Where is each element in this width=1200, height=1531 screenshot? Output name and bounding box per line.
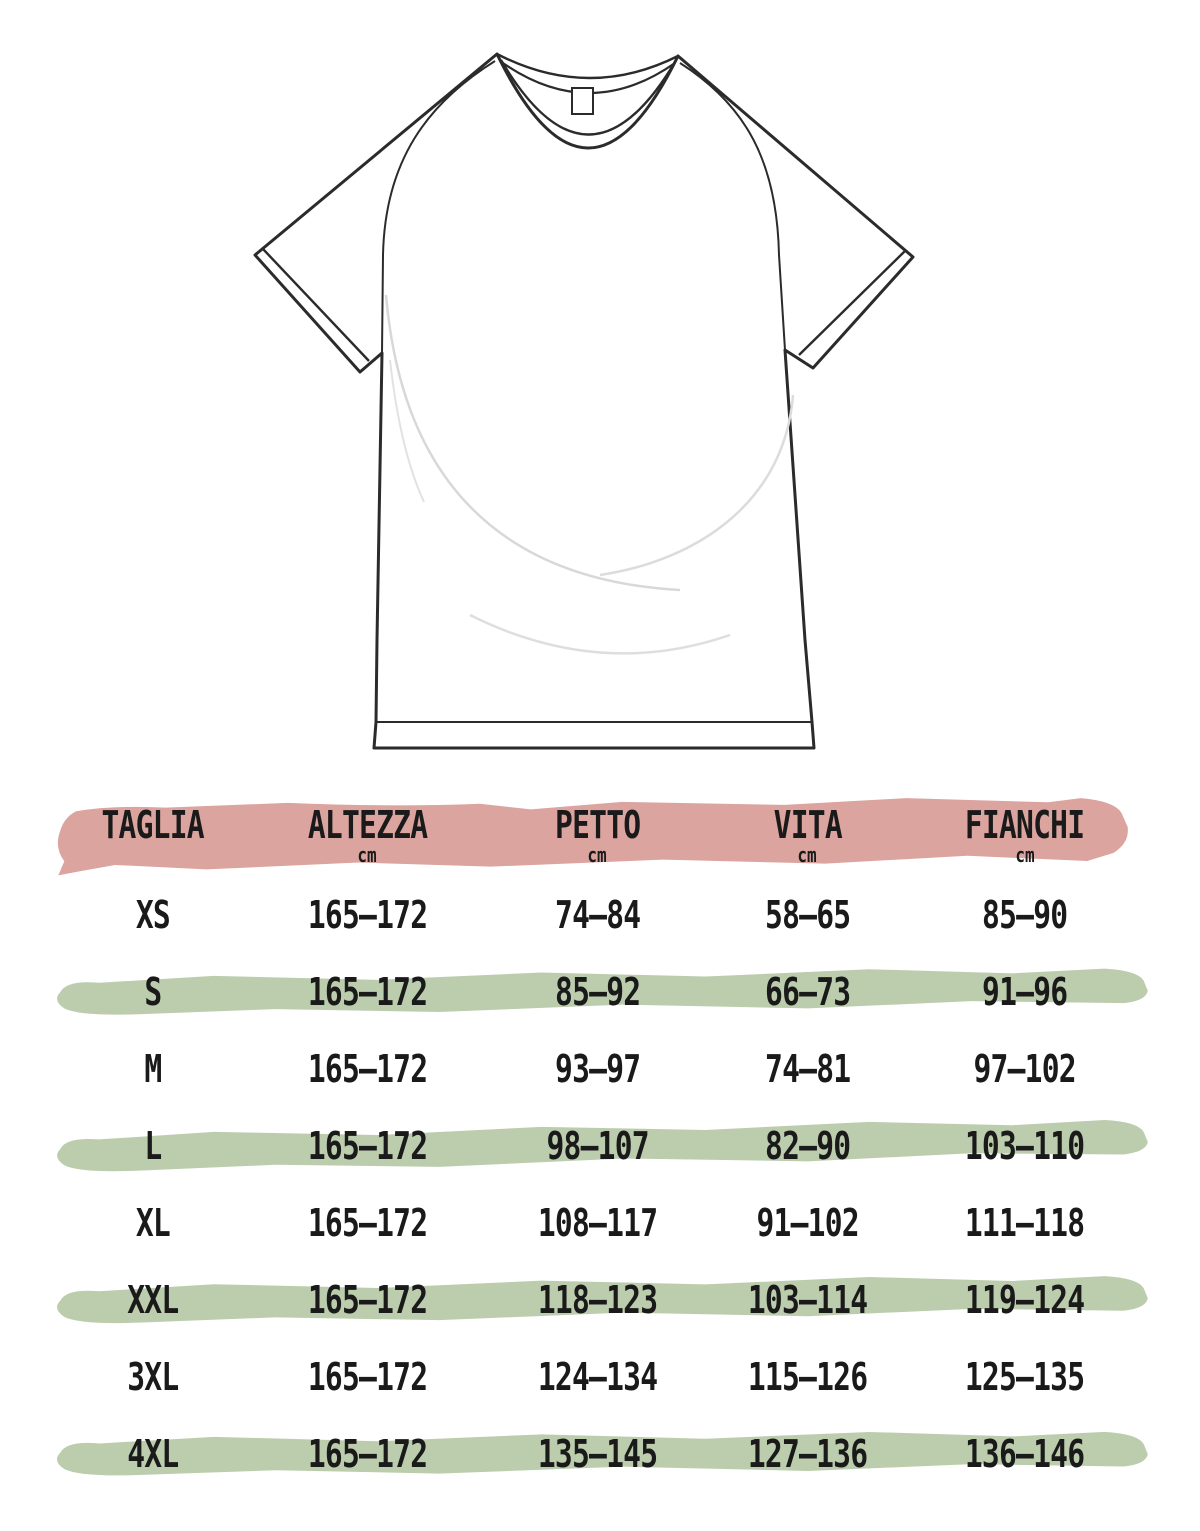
altezza-cell: 165–172 (307, 1046, 428, 1091)
altezza-cell: 165–172 (307, 1123, 428, 1168)
vita-cell: 127–136 (747, 1431, 868, 1476)
header-unit: cm (797, 843, 818, 867)
size-cell: M (143, 1046, 162, 1091)
altezza-cell: 165–172 (307, 1277, 428, 1322)
vita-cell: 74–81 (764, 1046, 851, 1091)
vita-cell: 91–102 (756, 1200, 859, 1245)
size-cell: 3XL (126, 1354, 179, 1399)
size-cell: L (143, 1123, 162, 1168)
tshirt-outline (253, 52, 915, 750)
vita-cell: 82–90 (764, 1123, 851, 1168)
table-row: XL 165–172 108–117 91–102 111–118 (60, 1184, 1140, 1261)
size-cell: 4XL (126, 1431, 179, 1476)
header-cell-petto: PETTO cm (490, 796, 705, 874)
table-row: L 165–172 98–107 82–90 103–110 (57, 1107, 1148, 1184)
size-table: TAGLIA ALTEZZA cm PETTO cm VITA cm FIANC… (56, 796, 1148, 1492)
left-armhole-seam (381, 60, 496, 354)
fold-line (469, 613, 731, 655)
right-cuff-seam (798, 250, 906, 356)
fianchi-cell: 111–118 (965, 1200, 1085, 1245)
header-cell-vita: VITA cm (705, 796, 910, 874)
header-label: TAGLIA (101, 803, 204, 847)
petto-cell: 98–107 (546, 1123, 649, 1168)
size-cell: XXL (126, 1277, 179, 1322)
altezza-cell: 165–172 (307, 1431, 428, 1476)
fianchi-cell: 91–96 (982, 969, 1068, 1014)
altezza-cell: 165–172 (307, 892, 428, 937)
header-cell-fianchi: FIANCHI cm (910, 796, 1140, 874)
header-cell-altezza: ALTEZZA cm (245, 796, 490, 874)
vita-cell: 115–126 (747, 1354, 868, 1399)
tshirt-illustration (253, 52, 915, 750)
petto-cell: 124–134 (537, 1354, 658, 1399)
table-row: S 165–172 85–92 66–73 91–96 (57, 953, 1148, 1030)
header-unit: cm (587, 843, 608, 867)
petto-cell: 93–97 (554, 1046, 641, 1091)
header-label: FIANCHI (965, 803, 1085, 847)
table-body: XS 165–172 74–84 58–65 85–90 S 165–172 8… (56, 876, 1148, 1492)
petto-cell: 74–84 (554, 892, 641, 937)
table-row: M 165–172 93–97 74–81 97–102 (60, 1030, 1140, 1107)
petto-cell: 118–123 (537, 1277, 658, 1322)
header-cell-taglia: TAGLIA (60, 796, 245, 874)
petto-cell: 108–117 (537, 1200, 658, 1245)
size-cell: S (143, 969, 162, 1014)
vita-cell: 66–73 (764, 969, 851, 1014)
header-unit: cm (357, 843, 378, 867)
left-cuff-seam (262, 248, 370, 362)
table-row: XXL 165–172 118–123 103–114 119–124 (57, 1261, 1148, 1338)
header-label: ALTEZZA (307, 803, 428, 847)
header-label: VITA (773, 803, 842, 847)
fianchi-cell: 136–146 (965, 1431, 1085, 1476)
right-armhole-seam (679, 62, 786, 351)
fold-line (389, 359, 425, 503)
fold-line (384, 294, 681, 592)
fianchi-cell: 125–135 (965, 1354, 1085, 1399)
altezza-cell: 165–172 (307, 1200, 428, 1245)
header-label: PETTO (554, 803, 641, 847)
table-row: XS 165–172 74–84 58–65 85–90 (60, 876, 1140, 953)
fianchi-cell: 119–124 (965, 1277, 1085, 1322)
petto-cell: 135–145 (537, 1431, 658, 1476)
altezza-cell: 165–172 (307, 969, 428, 1014)
vita-cell: 58–65 (764, 892, 851, 937)
collar-front-band (499, 59, 677, 136)
size-cell: XL (135, 1200, 170, 1245)
table-row: 3XL 165–172 124–134 115–126 125–135 (60, 1338, 1140, 1415)
fold-line (599, 394, 795, 577)
collar-back-seam (496, 52, 679, 80)
vita-cell: 103–114 (747, 1277, 868, 1322)
size-cell: XS (135, 892, 170, 937)
altezza-cell: 165–172 (307, 1354, 428, 1399)
table-row: 4XL 165–172 135–145 127–136 136–146 (56, 1415, 1148, 1492)
petto-cell: 85–92 (554, 969, 641, 1014)
header-unit: cm (1015, 843, 1035, 867)
fianchi-cell: 97–102 (973, 1046, 1077, 1091)
fianchi-cell: 85–90 (982, 892, 1068, 937)
neck-tag (571, 87, 594, 115)
table-header-row: TAGLIA ALTEZZA cm PETTO cm VITA cm FIANC… (57, 796, 1140, 876)
fianchi-cell: 103–110 (965, 1123, 1085, 1168)
